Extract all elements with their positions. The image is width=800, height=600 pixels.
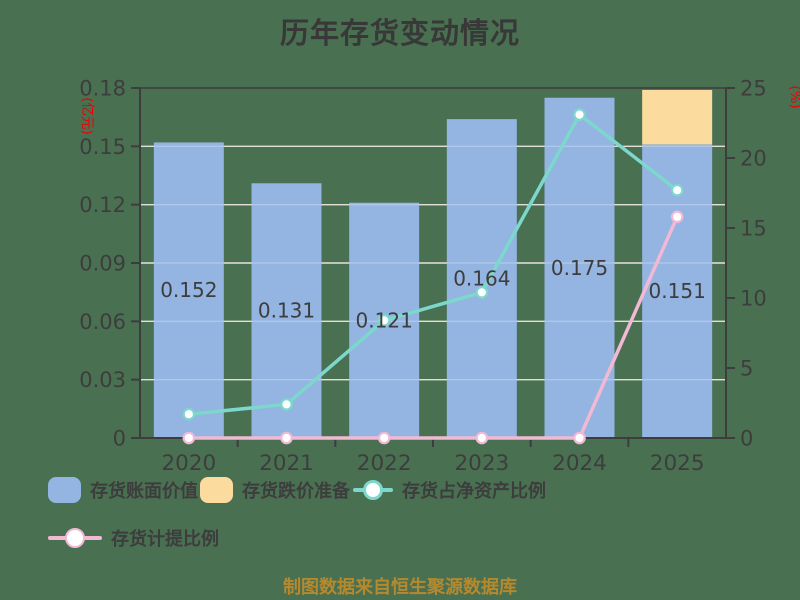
legend-item-net-asset-ratio: 存货占净资产比例 (353, 476, 546, 504)
bar-value-label-2023: 0.164 (453, 267, 510, 291)
bar-value-label-2022: 0.121 (356, 308, 413, 332)
bar-book-value-2023 (446, 119, 517, 438)
provision-swatch-icon (200, 477, 233, 503)
marker-net-asset-ratio-2024 (573, 108, 586, 121)
book-value-swatch-icon (48, 477, 81, 503)
legend-label-provision: 存货跌价准备 (242, 481, 350, 502)
right-tick-label: 20 (740, 147, 767, 171)
bar-value-label-2024: 0.175 (551, 256, 608, 280)
marker-net-asset-ratio-2022 (377, 314, 391, 327)
bar-book-value-2020 (153, 142, 224, 438)
left-tick-label: 0.15 (79, 135, 126, 159)
right-tick-label: 25 (740, 77, 767, 101)
x-axis-label-2022: 2022 (357, 451, 412, 476)
left-tick-label: 0.12 (79, 193, 126, 217)
legend-item-provision: 存货跌价准备 (200, 476, 350, 504)
legend-label-net-asset-ratio: 存货占净资产比例 (402, 481, 546, 502)
left-tick-label: 0.18 (79, 77, 126, 101)
left-tick-label: 0 (113, 427, 126, 451)
legend-label-book-value: 存货账面价值 (90, 481, 198, 502)
marker-net-asset-ratio-2020 (182, 407, 196, 421)
bar-value-label-2020: 0.152 (160, 278, 217, 302)
left-axis-unit: (亿元) (79, 97, 95, 135)
chart-title: 历年存货变动情况 (279, 16, 520, 50)
marker-provision-ratio-2020 (182, 431, 196, 445)
x-axis-label-2024: 2024 (552, 451, 607, 476)
legend-label-provision-ratio: 存货计提比例 (111, 529, 219, 550)
marker-provision-ratio-2024 (573, 431, 586, 445)
right-tick-label: 5 (740, 357, 753, 381)
legend-item-provision-ratio: 存货计提比例 (48, 524, 219, 552)
x-axis-label-2020: 2020 (161, 451, 216, 476)
net-asset-ratio-line-marker-icon (353, 479, 393, 501)
marker-provision-ratio-2025 (670, 210, 684, 224)
right-tick-label: 0 (740, 427, 753, 451)
left-tick-label: 0.06 (79, 310, 126, 334)
provision-ratio-line-marker-icon (48, 527, 102, 549)
data-source-note: 制图数据来自恒生聚源数据库 (283, 577, 517, 598)
marker-provision-ratio-2023 (475, 431, 489, 445)
legend-item-book-value: 存货账面价值 (48, 476, 198, 504)
marker-provision-ratio-2022 (377, 431, 391, 445)
right-tick-label: 10 (740, 287, 767, 311)
marker-net-asset-ratio-2021 (280, 398, 293, 411)
marker-net-asset-ratio-2025 (670, 183, 684, 197)
bar-provision-2025 (642, 89, 713, 145)
right-axis-unit: (%) (787, 85, 800, 108)
bar-value-label-2021: 0.131 (258, 299, 315, 323)
x-axis-label-2023: 2023 (454, 451, 509, 476)
bar-book-value-2021 (251, 183, 322, 438)
marker-net-asset-ratio-2023 (475, 286, 489, 299)
bar-value-label-2025: 0.151 (649, 279, 706, 303)
left-tick-label: 0.03 (79, 368, 126, 392)
line-provision-ratio (182, 210, 684, 445)
marker-provision-ratio-2021 (280, 431, 293, 445)
left-tick-label: 0.09 (79, 252, 126, 276)
x-axis-label-2025: 2025 (650, 451, 705, 476)
bars-group (153, 89, 713, 438)
line-net-asset-ratio (182, 108, 684, 421)
x-axis-label-2021: 2021 (259, 451, 314, 476)
right-tick-label: 15 (740, 217, 767, 241)
gridlines-overlay (140, 145, 726, 381)
gridlines (140, 145, 726, 381)
